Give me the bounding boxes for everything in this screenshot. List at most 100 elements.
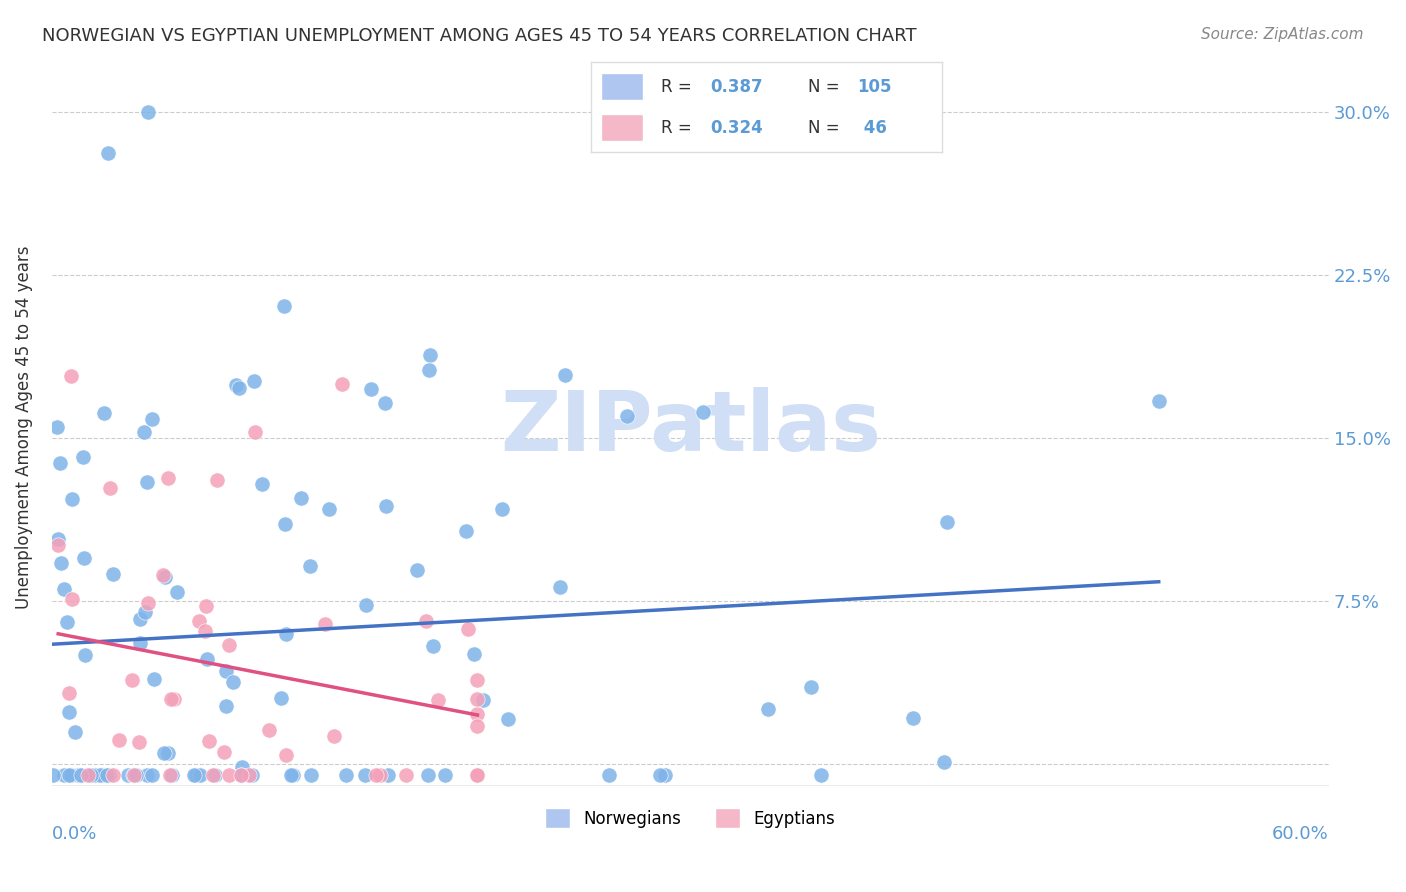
- Point: [65, 725, 87, 739]
- Point: [554, 368, 576, 382]
- Point: [117, 768, 139, 782]
- Point: [159, 691, 181, 706]
- Text: N =: N =: [808, 78, 845, 95]
- Point: [222, 674, 245, 689]
- Point: [46, 420, 69, 434]
- Point: [330, 377, 353, 392]
- Point: [128, 636, 150, 650]
- Point: [280, 768, 302, 782]
- Point: [290, 491, 312, 505]
- FancyBboxPatch shape: [602, 73, 644, 100]
- Point: [58, 705, 80, 719]
- FancyBboxPatch shape: [602, 114, 644, 141]
- Point: [160, 768, 183, 782]
- Point: [72, 450, 94, 464]
- Point: [183, 768, 205, 782]
- Point: [374, 500, 396, 514]
- Point: [427, 693, 450, 707]
- Point: [52, 768, 75, 782]
- Point: [60, 591, 83, 606]
- Point: [368, 768, 391, 782]
- Point: [616, 409, 638, 423]
- Point: [125, 768, 148, 782]
- Point: [257, 723, 280, 738]
- Point: [60, 768, 83, 782]
- Point: [143, 672, 166, 686]
- Point: [810, 768, 832, 782]
- Point: [73, 648, 96, 663]
- Point: [318, 502, 340, 516]
- Point: [91, 768, 114, 782]
- Point: [454, 524, 477, 538]
- Point: [274, 517, 297, 532]
- Point: [157, 746, 180, 760]
- Point: [243, 374, 266, 388]
- Point: [231, 760, 253, 774]
- Point: [366, 768, 388, 782]
- Point: [406, 564, 429, 578]
- Point: [159, 768, 181, 782]
- Point: [250, 477, 273, 491]
- Point: [70, 768, 93, 782]
- Text: 0.324: 0.324: [710, 119, 763, 136]
- Point: [153, 569, 176, 583]
- Point: [186, 768, 208, 782]
- Point: [136, 768, 159, 782]
- Point: [84, 768, 107, 782]
- Point: [195, 652, 218, 666]
- Point: [932, 755, 955, 769]
- Text: 105: 105: [858, 78, 893, 95]
- Point: [935, 515, 957, 529]
- Point: [463, 648, 485, 662]
- Text: R =: R =: [661, 78, 697, 95]
- Point: [276, 627, 298, 641]
- Point: [157, 471, 180, 485]
- Point: [141, 412, 163, 426]
- Point: [218, 639, 240, 653]
- Text: 60.0%: 60.0%: [1272, 825, 1329, 843]
- Point: [121, 673, 143, 687]
- Point: [93, 768, 115, 782]
- Text: ZIPatlas: ZIPatlas: [499, 387, 880, 467]
- Point: [201, 768, 224, 782]
- Point: [354, 599, 377, 613]
- Point: [73, 551, 96, 566]
- Point: [194, 599, 217, 614]
- Text: Source: ZipAtlas.com: Source: ZipAtlas.com: [1201, 27, 1364, 42]
- Point: [433, 768, 456, 782]
- Point: [218, 768, 240, 782]
- Point: [415, 614, 437, 628]
- Point: [1147, 393, 1170, 408]
- Point: [314, 617, 336, 632]
- Point: [58, 686, 80, 700]
- Point: [97, 768, 120, 782]
- Point: [422, 639, 444, 653]
- Point: [166, 585, 188, 599]
- Point: [215, 698, 238, 713]
- Point: [901, 711, 924, 725]
- Point: [648, 768, 671, 782]
- Point: [136, 105, 159, 120]
- Point: [46, 532, 69, 546]
- Point: [598, 768, 620, 782]
- Point: [42, 768, 65, 782]
- Point: [79, 768, 101, 782]
- Text: 0.0%: 0.0%: [52, 825, 97, 843]
- Point: [59, 368, 82, 383]
- Point: [418, 768, 440, 782]
- Point: [228, 381, 250, 395]
- Point: [153, 746, 176, 760]
- Point: [163, 692, 186, 706]
- Point: [395, 768, 418, 782]
- Point: [654, 768, 676, 782]
- Point: [101, 768, 124, 782]
- Point: [496, 712, 519, 726]
- Point: [467, 707, 489, 722]
- Point: [79, 768, 101, 782]
- Point: [56, 615, 79, 630]
- Point: [323, 730, 346, 744]
- Point: [134, 605, 156, 619]
- Point: [692, 405, 714, 419]
- Point: [194, 624, 217, 638]
- Point: [335, 768, 357, 782]
